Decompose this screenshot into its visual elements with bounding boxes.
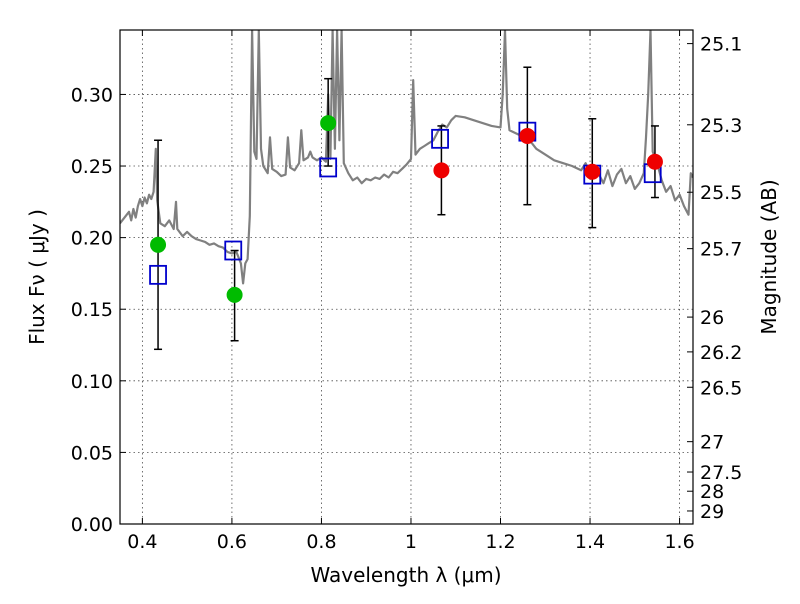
plot-frame [119, 29, 694, 525]
observed-point-marker [150, 236, 167, 253]
right-tick-label: 26.5 [700, 377, 742, 399]
model-square-marker [224, 240, 243, 261]
model-square-marker [431, 128, 449, 149]
right-tick-label: 25.1 [700, 34, 742, 56]
x-tick-label: 1.2 [485, 531, 515, 553]
x-tick-label: 1 [405, 531, 417, 553]
axis-ticks: 0.4 0.6 0.8 1 1.2 1.4 1.6 0.00 0.05 0.10 0.15 0.20 0… [71, 30, 742, 553]
y-tick-label: 0.00 [71, 514, 113, 536]
right-tick-label: 26.2 [700, 342, 742, 364]
right-tick-label: 25.7 [700, 239, 742, 261]
right-tick-label: 27 [700, 432, 724, 454]
y-tick-label: 0.15 [71, 299, 113, 321]
y-tick-label: 0.20 [71, 228, 113, 250]
y-tick-label: 0.10 [71, 371, 113, 393]
x-tick-label: 0.4 [127, 531, 157, 553]
right-tick-label: 26 [700, 307, 724, 329]
plot-area [120, 30, 693, 351]
y-axis-label: Flux Fν ( μJy ) [25, 209, 49, 345]
right-tick-label: 29 [700, 501, 724, 523]
x-tick-label: 1.6 [664, 531, 694, 553]
y-tick-label: 0.25 [71, 156, 113, 178]
right-tick-label: 25.3 [700, 115, 742, 137]
x-tick-label: 0.6 [217, 531, 247, 553]
observed-point-marker [519, 127, 536, 144]
observed-point-marker [226, 286, 243, 303]
x-tick-label: 1.4 [575, 531, 605, 553]
observed-point-marker [433, 162, 450, 179]
right-tick-label: 28 [700, 481, 724, 503]
observed-point-marker [646, 153, 663, 170]
right-tick-label: 25.5 [700, 182, 742, 204]
x-tick-label: 0.8 [306, 531, 336, 553]
observed-point-marker [584, 163, 601, 180]
model-square-marker [319, 157, 338, 178]
x-axis-label: Wavelength λ (μm) [310, 563, 501, 587]
y-tick-label: 0.05 [71, 442, 113, 464]
observed-point-marker [320, 115, 337, 132]
y-right-axis-label: Magnitude (AB) [757, 179, 781, 334]
right-tick-label: 27.5 [700, 462, 742, 484]
model-square-marker [149, 264, 167, 285]
y-tick-label: 0.30 [71, 84, 113, 106]
